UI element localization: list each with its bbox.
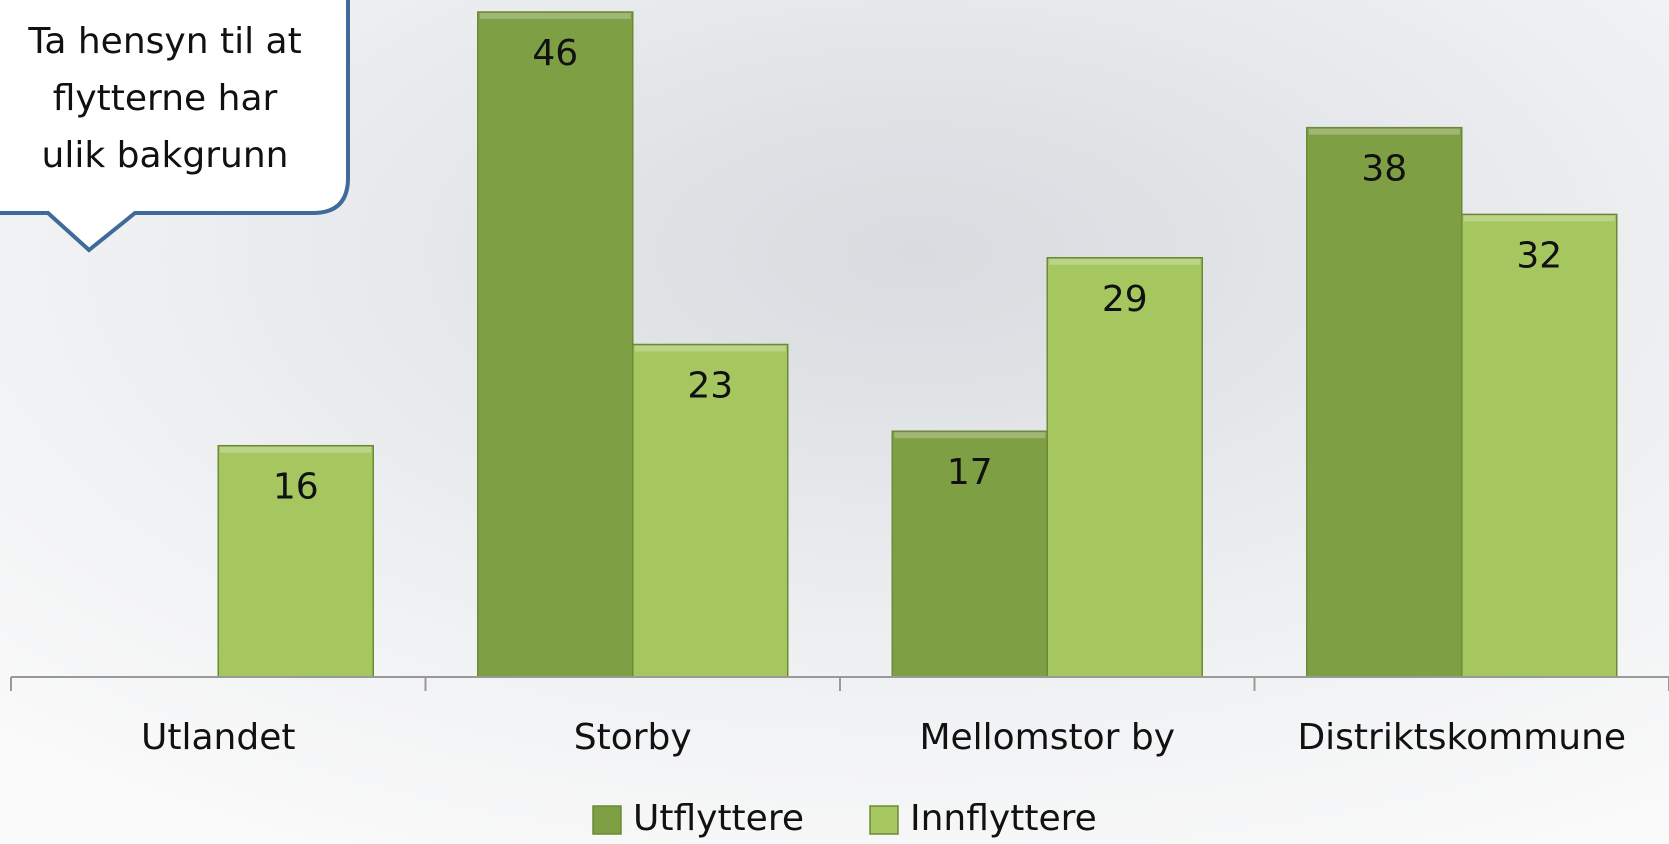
data-label: 38	[1361, 149, 1407, 190]
data-label: 29	[1102, 279, 1148, 320]
x-tick-label: Distriktskommune	[1297, 717, 1626, 758]
bar-highlight	[1049, 258, 1201, 265]
bar	[1046, 257, 1203, 678]
legend-swatch	[869, 805, 899, 835]
callout	[0, 0, 350, 253]
data-label: 17	[947, 452, 993, 493]
data-label: 23	[687, 366, 733, 407]
bar	[891, 430, 1048, 678]
bar-highlight	[634, 345, 786, 352]
bar	[632, 343, 789, 678]
legend-swatch	[592, 805, 622, 835]
bar-highlight	[894, 432, 1046, 439]
bar	[1461, 213, 1618, 678]
x-tick-label: Mellomstor by	[919, 717, 1175, 758]
callout-text: ulik bakgrunn	[42, 135, 289, 176]
bar-highlight	[1308, 128, 1460, 135]
bar-highlight	[1463, 215, 1615, 222]
data-label: 46	[532, 33, 578, 74]
callout-text: Ta hensyn til at	[27, 21, 301, 62]
x-tick-label: Storby	[574, 717, 692, 758]
callout-text: flytterne har	[53, 78, 278, 119]
legend-label: Utflyttere	[633, 798, 804, 839]
x-tick-label: Utlandet	[141, 717, 295, 758]
bar-highlight	[479, 13, 631, 19]
bar	[217, 444, 374, 678]
bar	[1306, 126, 1463, 678]
legend-label: Innflyttere	[910, 798, 1097, 839]
bar-highlight	[220, 446, 372, 453]
bar	[477, 11, 634, 678]
data-label: 16	[273, 467, 319, 508]
data-label: 32	[1516, 235, 1562, 276]
